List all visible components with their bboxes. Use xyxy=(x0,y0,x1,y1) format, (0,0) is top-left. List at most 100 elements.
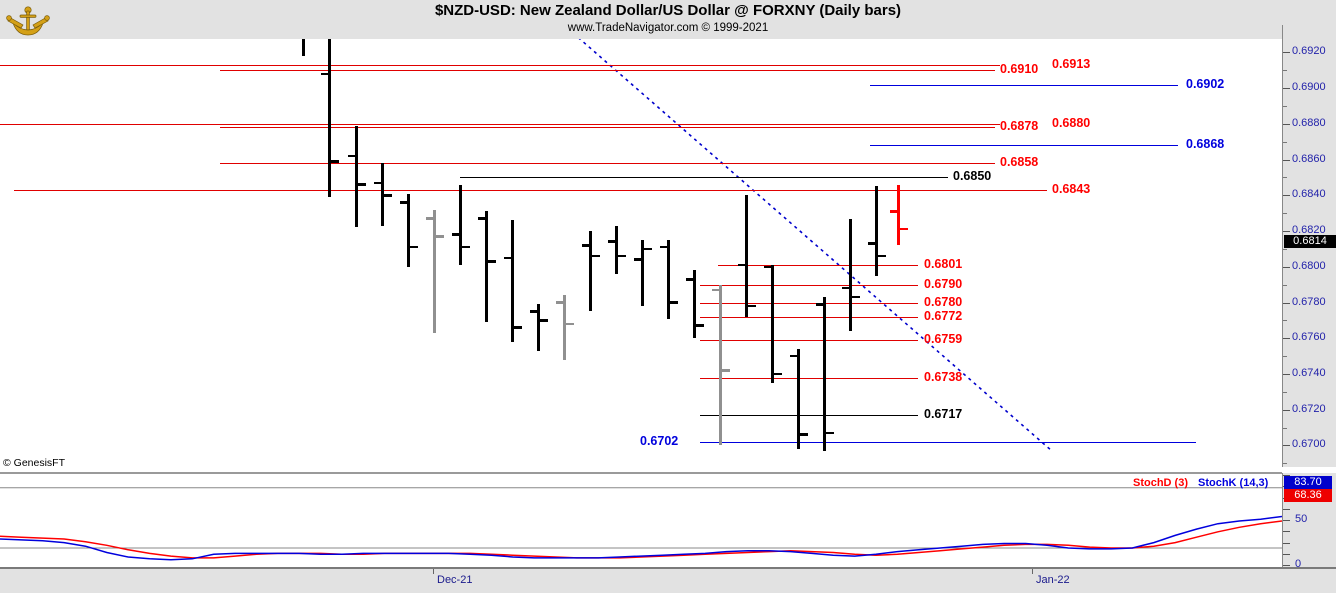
price-level-label: 0.6913 xyxy=(1052,57,1090,71)
ohlc-open-tick xyxy=(530,310,538,313)
ohlc-open-tick xyxy=(816,303,824,306)
ohlc-close-tick xyxy=(384,194,392,197)
date-axis-tick xyxy=(433,569,434,574)
ohlc-close-tick xyxy=(722,369,730,372)
price-axis-tick xyxy=(1283,410,1290,411)
price-axis-label: 0.6700 xyxy=(1292,438,1326,450)
ohlc-open-tick xyxy=(738,264,746,267)
price-level-label: 0.6878 xyxy=(1000,119,1038,133)
ohlc-close-tick xyxy=(436,235,444,238)
price-axis-tick xyxy=(1283,195,1290,196)
price-level-label: 0.6843 xyxy=(1052,182,1090,196)
price-axis-minor-tick xyxy=(1283,142,1287,143)
ohlc-close-tick xyxy=(900,228,908,231)
price-level-line[interactable] xyxy=(700,303,918,304)
price-level-line[interactable] xyxy=(870,85,1178,86)
price-level-line[interactable] xyxy=(700,285,918,286)
price-axis-tick xyxy=(1283,160,1290,161)
price-axis-label: 0.6740 xyxy=(1292,367,1326,379)
date-axis-label: Dec-21 xyxy=(437,574,472,586)
chart-subtitle: www.TradeNavigator.com © 1999-2021 xyxy=(0,22,1336,34)
ohlc-bar xyxy=(615,226,618,274)
price-axis-tick xyxy=(1283,338,1290,339)
price-level-line[interactable] xyxy=(700,378,918,379)
price-axis-minor-tick xyxy=(1283,428,1287,429)
price-level-line[interactable] xyxy=(718,265,918,266)
ohlc-open-tick xyxy=(348,155,356,158)
price-axis-tick xyxy=(1283,445,1290,446)
price-axis-minor-tick xyxy=(1283,70,1287,71)
descending-trendline[interactable] xyxy=(573,39,1052,451)
page-title: $NZD-USD: New Zealand Dollar/US Dollar @… xyxy=(0,2,1336,19)
price-level-label: 0.6902 xyxy=(1186,77,1224,91)
ohlc-open-tick xyxy=(374,182,382,185)
price-level-label: 0.6738 xyxy=(924,370,962,384)
last-price-badge: 0.6814 xyxy=(1284,235,1336,248)
price-level-line[interactable] xyxy=(700,415,918,416)
indicator-axis-tick xyxy=(1283,509,1290,510)
ohlc-bar xyxy=(407,194,410,267)
indicator-axis-tick xyxy=(1283,565,1290,566)
price-axis-minor-tick xyxy=(1283,463,1287,464)
ohlc-bar xyxy=(355,126,358,228)
ohlc-open-tick xyxy=(452,233,460,236)
price-level-line[interactable] xyxy=(700,442,1196,443)
price-level-line[interactable] xyxy=(870,145,1178,146)
price-level-label: 0.6717 xyxy=(924,407,962,421)
ohlc-open-tick xyxy=(634,258,642,261)
date-axis[interactable]: Dec-21 Jan-22 xyxy=(0,567,1336,593)
ohlc-bar xyxy=(667,240,670,319)
price-axis-label: 0.6880 xyxy=(1292,117,1326,129)
ohlc-bar xyxy=(875,186,878,275)
price-level-line[interactable] xyxy=(220,163,995,164)
ohlc-close-tick xyxy=(800,433,808,436)
stochastic-indicator-pane[interactable] xyxy=(0,473,1282,568)
price-axis-tick xyxy=(1283,303,1290,304)
price-level-line[interactable] xyxy=(0,65,1000,66)
price-level-line[interactable] xyxy=(460,177,948,178)
price-level-line[interactable] xyxy=(700,340,918,341)
price-level-line[interactable] xyxy=(700,317,918,318)
price-axis-minor-tick xyxy=(1283,320,1287,321)
price-axis-minor-tick xyxy=(1283,392,1287,393)
indicator-axis-tick xyxy=(1283,531,1290,532)
price-level-label: 0.6850 xyxy=(953,169,991,183)
price-level-label: 0.6790 xyxy=(924,277,962,291)
genesis-watermark: © GenesisFT xyxy=(0,457,1282,473)
price-axis-label: 0.6800 xyxy=(1292,260,1326,272)
price-axis-label: 0.6860 xyxy=(1292,153,1326,165)
price-level-label: 0.6910 xyxy=(1000,62,1038,76)
ohlc-open-tick xyxy=(660,246,668,249)
price-level-line[interactable] xyxy=(0,124,1000,125)
stochd-line xyxy=(0,521,1282,558)
price-level-line[interactable] xyxy=(220,127,995,128)
indicator-axis-tick xyxy=(1283,520,1290,521)
price-level-label: 0.6858 xyxy=(1000,155,1038,169)
ohlc-open-tick xyxy=(764,266,772,269)
indicator-axis-tick xyxy=(1283,543,1290,544)
price-level-label: 0.6880 xyxy=(1052,116,1090,130)
price-level-line[interactable] xyxy=(220,70,995,71)
stochk-line xyxy=(0,517,1282,560)
ohlc-bar xyxy=(849,219,852,332)
date-axis-label: Jan-22 xyxy=(1036,574,1070,586)
ohlc-bar xyxy=(563,295,566,359)
stochastic-lines xyxy=(0,474,1282,568)
ohlc-open-tick xyxy=(426,217,434,220)
stochd-value-badge: 68.36 xyxy=(1284,489,1332,502)
ohlc-bar xyxy=(897,185,900,246)
price-axis-tick xyxy=(1283,231,1290,232)
price-level-line[interactable] xyxy=(14,190,1047,191)
price-axis-label: 0.6920 xyxy=(1292,45,1326,57)
ohlc-open-tick xyxy=(321,73,329,76)
price-axis-label: 0.6720 xyxy=(1292,403,1326,415)
ohlc-close-tick xyxy=(592,255,600,258)
ohlc-close-tick xyxy=(462,246,470,249)
ohlc-open-tick xyxy=(400,201,408,204)
ohlc-bar xyxy=(823,297,826,451)
ohlc-close-tick xyxy=(331,160,339,163)
stochk-value-badge: 83.70 xyxy=(1284,476,1332,489)
ohlc-close-tick xyxy=(644,248,652,251)
